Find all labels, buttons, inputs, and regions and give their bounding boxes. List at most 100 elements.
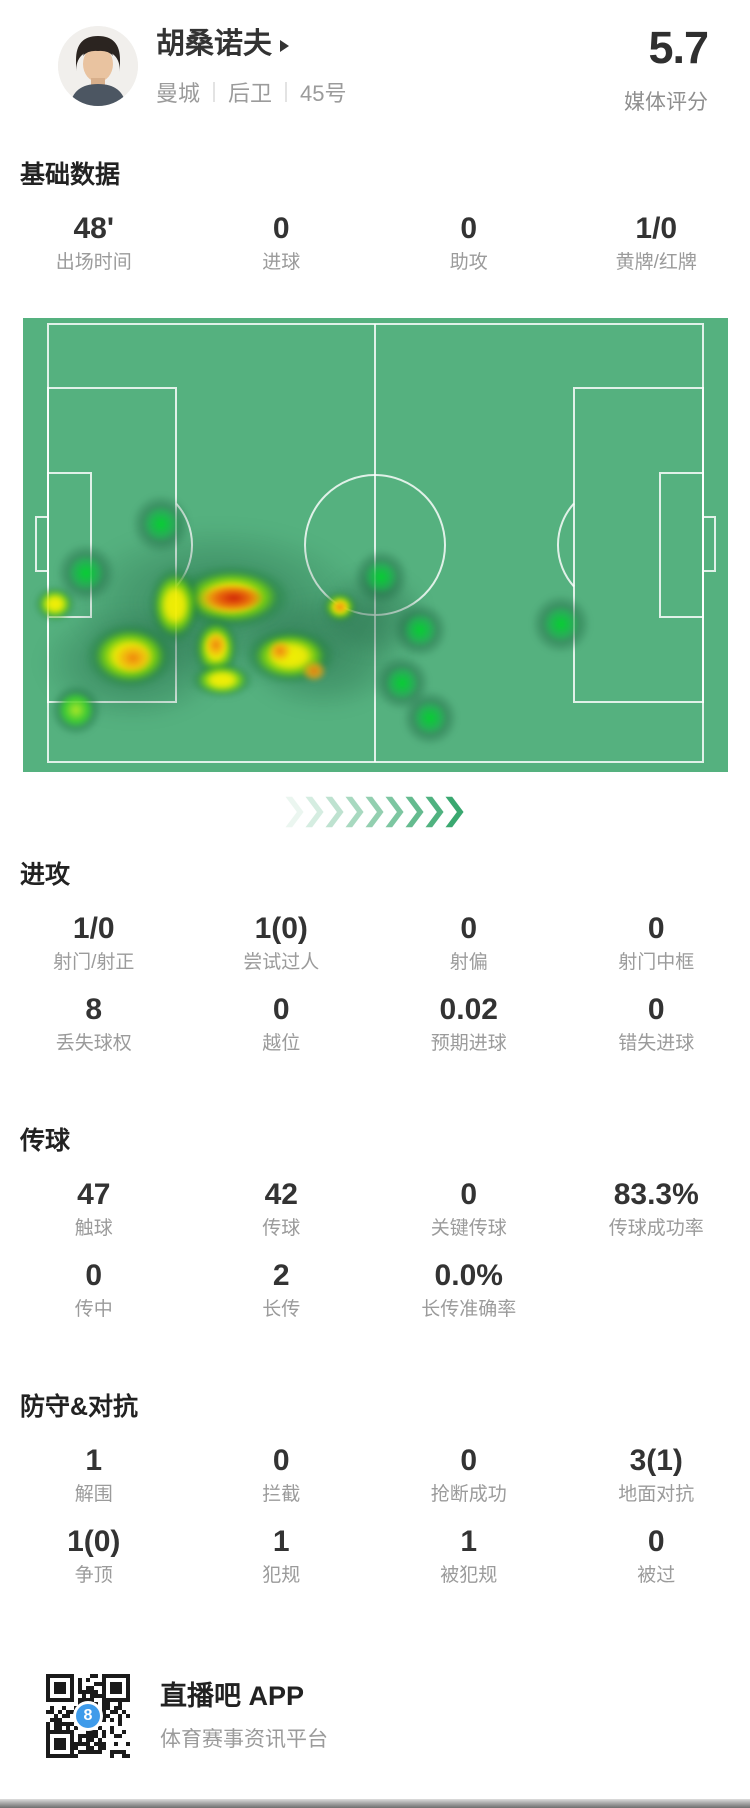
- stat-cell: 47 触球: [0, 1178, 188, 1241]
- qr-center-badge: 8: [73, 1701, 103, 1731]
- stat-label: 尝试过人: [243, 952, 320, 973]
- heat-blob: [56, 543, 116, 603]
- stat-value: 0: [272, 993, 290, 1026]
- heat-layer: [23, 318, 728, 772]
- stat-label: 射门中框: [618, 952, 695, 973]
- stat-label: 传球: [262, 1218, 301, 1239]
- stat-label: 越位: [262, 1033, 301, 1054]
- stat-label: 争顶: [74, 1565, 113, 1586]
- app-slogan: 体育赛事资讯平台: [160, 1727, 328, 1751]
- chevron-icon: [445, 796, 464, 828]
- stat-value: 0: [647, 912, 665, 945]
- stat-label: 出场时间: [55, 252, 132, 273]
- stat-value: 47: [77, 1178, 111, 1211]
- stat-value: 1/0: [635, 212, 678, 245]
- stat-value: 0: [647, 993, 665, 1026]
- stat-label: 触球: [74, 1218, 113, 1239]
- stat-cell: 0 进球: [188, 212, 376, 275]
- stat-cell: 1 解围: [0, 1444, 188, 1507]
- stat-value: 8: [85, 993, 103, 1026]
- stat-value: 0: [460, 212, 478, 245]
- heat-blob: [204, 585, 264, 611]
- stat-value: 83.3%: [613, 1178, 699, 1211]
- stat-value: 1: [272, 1525, 290, 1558]
- stat-value: 1: [85, 1444, 103, 1477]
- player-header: 胡桑诺夫 曼城 后卫 45号 5.7 媒体评分: [0, 24, 750, 120]
- stat-cell: 83.3% 传球成功率: [563, 1178, 750, 1241]
- stats-row: 1(0) 争顶 1 犯规 1 被犯规 0 被过: [0, 1525, 750, 1588]
- stat-cell: 0 抢断成功: [375, 1444, 563, 1507]
- stat-cell: 0 助攻: [375, 212, 563, 275]
- chevron-icon: [425, 796, 444, 828]
- stat-label: 解围: [74, 1484, 113, 1505]
- stat-value: 0: [460, 1178, 478, 1211]
- heat-blob: [332, 600, 348, 614]
- heat-blob: [238, 593, 408, 713]
- stat-cell: 0 射门中框: [563, 912, 750, 975]
- section-attack: 进攻 1/0 射门/射正 1(0) 尝试过人 0 射偏 0 射门中框 8 丢失球权 0 越位 0.02 预期…: [0, 860, 750, 1056]
- heat-blob: [84, 622, 176, 690]
- heat-blob: [114, 643, 152, 673]
- stat-value: 1: [460, 1525, 478, 1558]
- pitch-lines: [35, 323, 716, 763]
- heat-blob: [34, 586, 76, 622]
- stat-label: 关键传球: [430, 1218, 507, 1239]
- stats-row: 48' 出场时间 0 进球 0 助攻 1/0 黄牌/红牌: [0, 212, 750, 275]
- heat-blob: [531, 594, 591, 654]
- stat-value: 0.0%: [434, 1259, 503, 1292]
- heat-blob: [268, 640, 292, 662]
- rating-value: 5.7: [648, 22, 709, 73]
- stat-cell: 42 传球: [188, 1178, 376, 1241]
- stat-value: 42: [264, 1178, 298, 1211]
- stat-value: 0: [272, 212, 290, 245]
- stat-value: 48': [73, 212, 114, 245]
- next-chevrons: [285, 796, 465, 828]
- app-promo-footer: 8 直播吧 APP 体育赛事资讯平台: [40, 1668, 710, 1764]
- heat-blob: [392, 602, 448, 658]
- meta-divider: [285, 82, 288, 102]
- stat-cell: 0 错失进球: [563, 993, 750, 1056]
- stat-value: 0: [647, 1525, 665, 1558]
- app-name: 直播吧 APP: [160, 1680, 305, 1711]
- stat-cell: [563, 1259, 750, 1322]
- chevron-icon: [285, 796, 304, 828]
- stat-cell: 2 长传: [188, 1259, 376, 1322]
- qr-code: 8: [40, 1668, 136, 1764]
- section-title: 传球: [20, 1127, 71, 1155]
- heat-blob: [192, 616, 240, 680]
- stat-label: 长传准确率: [421, 1299, 517, 1320]
- section-defense: 防守&对抗 1 解围 0 拦截 0 抢断成功 3(1) 地面对抗 1(0) 争顶 1 犯规 1 被犯规 0 被过: [0, 1392, 750, 1588]
- stat-label: 助攻: [449, 252, 488, 273]
- chevron-icon: [305, 796, 324, 828]
- stat-label: 丢失球权: [55, 1033, 132, 1054]
- heat-blob: [38, 603, 228, 723]
- stats-row: 47 触球 42 传球 0 关键传球 83.3% 传球成功率: [0, 1178, 750, 1241]
- stat-cell: 48' 出场时间: [0, 212, 188, 275]
- stat-value: 2: [272, 1259, 290, 1292]
- player-photo: [58, 26, 138, 106]
- stat-value: 0.02: [439, 993, 498, 1026]
- app-text-block: 直播吧 APP 体育赛事资讯平台: [160, 1680, 328, 1753]
- player-meta-row: 曼城 后卫 45号: [156, 76, 347, 108]
- heat-blob: [50, 684, 102, 736]
- stat-cell: 0 拦截: [188, 1444, 376, 1507]
- stat-cell: 1 犯规: [188, 1525, 376, 1588]
- rating-block: 5.7 媒体评分: [624, 22, 709, 116]
- section-title: 基础数据: [20, 161, 121, 189]
- player-name-row[interactable]: 胡桑诺夫: [156, 24, 347, 64]
- bottom-edge-bar: [0, 1799, 750, 1808]
- chevron-icon: [385, 796, 404, 828]
- stat-value: 0: [460, 912, 478, 945]
- player-number: 45号: [300, 81, 347, 106]
- stats-row: 0 传中 2 长传 0.0% 长传准确率: [0, 1259, 750, 1322]
- stat-cell: 0 传中: [0, 1259, 188, 1322]
- heat-blob: [131, 494, 191, 554]
- stats-row: 8 丢失球权 0 越位 0.02 预期进球 0 错失进球: [0, 993, 750, 1056]
- heat-blob: [318, 568, 428, 658]
- stat-cell: 1/0 黄牌/红牌: [563, 212, 750, 275]
- stat-cell: 0.0% 长传准确率: [375, 1259, 563, 1322]
- chevron-icon: [365, 796, 384, 828]
- stat-label: 被过: [637, 1565, 676, 1586]
- stats-row: 1/0 射门/射正 1(0) 尝试过人 0 射偏 0 射门中框: [0, 912, 750, 975]
